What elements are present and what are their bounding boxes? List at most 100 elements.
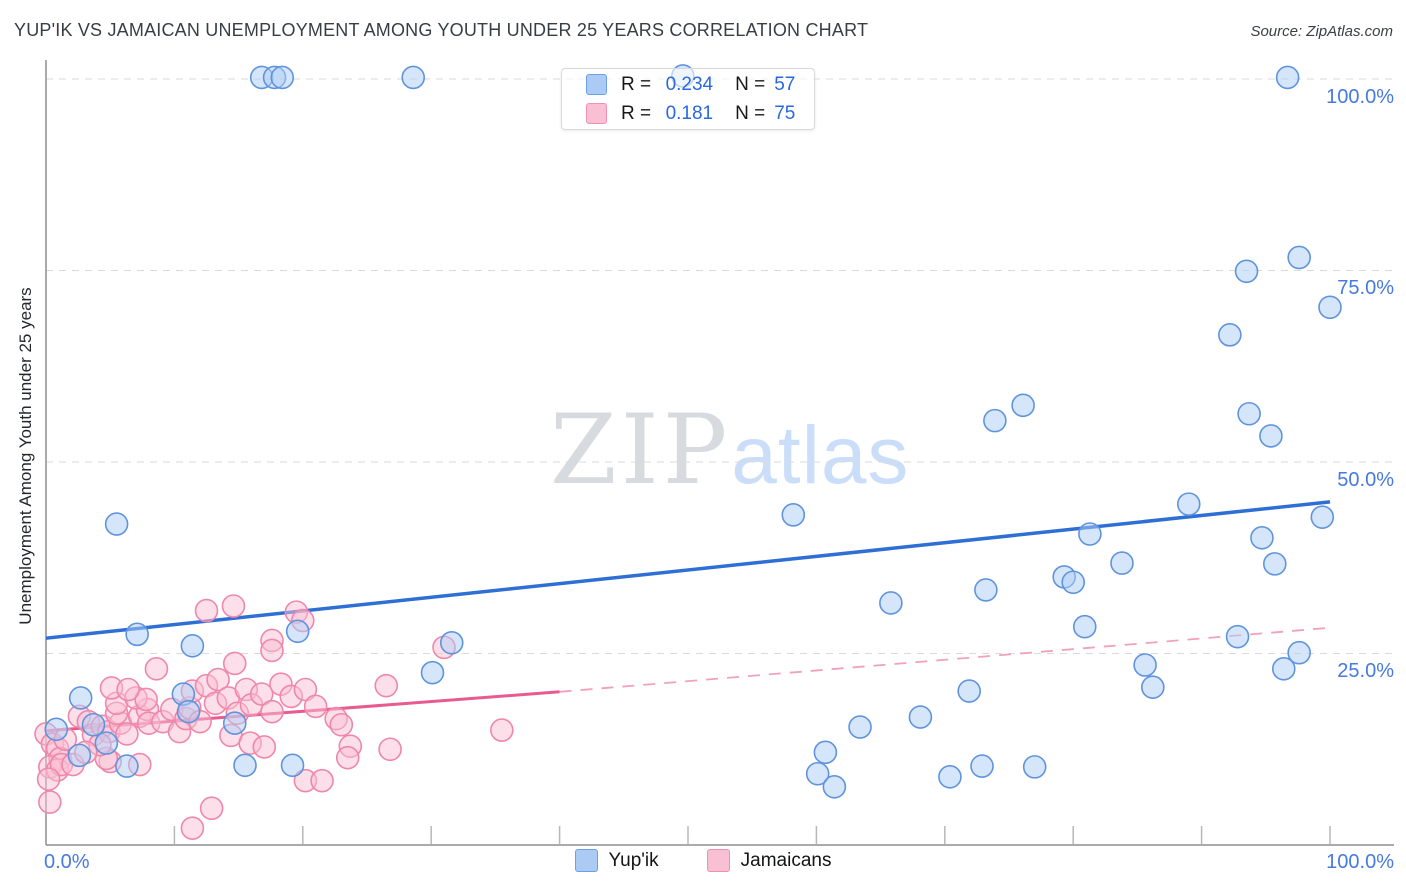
data-point-jamaicans (260, 699, 284, 724)
legend-label-yupik: Yup'ik (608, 849, 659, 871)
data-point-yupik (1061, 570, 1085, 595)
data-point-yupik (908, 705, 933, 729)
data-point-yupik (813, 740, 838, 765)
data-point-yupik (1237, 401, 1261, 426)
data-point-yupik (68, 686, 93, 710)
data-point-yupik (805, 761, 830, 786)
data-point-yupik (420, 660, 445, 685)
data-point-yupik (1287, 245, 1311, 270)
data-point-yupik (1141, 675, 1165, 700)
data-point-jamaicans (194, 598, 219, 623)
data-point-yupik (1022, 755, 1047, 779)
data-point-jamaicans (490, 718, 514, 742)
trend-line-jamaicans-dashed (559, 626, 1334, 693)
data-point-jamaicans (310, 768, 334, 793)
data-point-yupik (957, 679, 981, 703)
data-point-yupik (970, 754, 994, 778)
data-point-yupik (176, 699, 201, 724)
data-point-jamaicans (144, 657, 169, 681)
data-point-yupik (44, 717, 69, 742)
y-tick-label-100: 100.0% (1326, 86, 1394, 108)
data-point-yupik (1259, 424, 1283, 448)
series-legend: Yup'ik Jamaicans (0, 849, 1406, 872)
watermark-atlas: atlas (731, 410, 910, 501)
data-point-yupik (280, 753, 305, 778)
data-point-jamaicans (180, 816, 205, 840)
r-value-yupik: 0.234 (665, 73, 714, 95)
data-point-yupik (938, 765, 962, 789)
data-point-jamaicans (38, 790, 62, 814)
data-point-jamaicans (303, 694, 328, 719)
n-value-jamaicans: 75 (774, 102, 796, 124)
data-point-yupik (974, 578, 998, 602)
data-point-jamaicans (374, 673, 399, 698)
data-point-jamaicans (249, 682, 274, 706)
data-point-yupik (1310, 505, 1335, 529)
data-point-yupik (285, 619, 310, 644)
data-point-yupik (115, 754, 139, 778)
n-label: N = (735, 102, 766, 124)
data-point-yupik (983, 408, 1007, 433)
data-point-yupik (180, 634, 205, 658)
data-point-jamaicans (221, 594, 246, 618)
data-point-yupik (401, 65, 426, 90)
n-label: N = (735, 73, 766, 95)
data-point-yupik (822, 774, 847, 799)
data-point-jamaicans (199, 796, 224, 821)
data-point-yupik (1078, 522, 1102, 546)
data-point-yupik (1250, 526, 1274, 550)
data-point-yupik (233, 753, 257, 778)
legend-label-jamaicans: Jamaicans (740, 849, 832, 871)
data-point-jamaicans (222, 651, 247, 676)
data-point-yupik (1262, 552, 1287, 576)
data-point-yupik (1287, 640, 1311, 665)
data-point-yupik (1110, 551, 1134, 575)
yupik-legend-swatch (586, 74, 607, 95)
data-point-yupik (1234, 259, 1259, 284)
data-point-jamaicans (134, 687, 158, 712)
data-point-yupik (1225, 624, 1250, 649)
data-point-jamaicans (378, 737, 402, 762)
y-tick-label-25: 25.0% (1337, 660, 1394, 682)
data-point-yupik (1318, 295, 1342, 320)
legend-item-jamaicans: Jamaicans (706, 849, 832, 872)
data-point-yupik (104, 512, 129, 536)
data-point-yupik (81, 712, 106, 737)
data-point-jamaicans (260, 638, 284, 663)
data-point-jamaicans (335, 745, 360, 770)
data-point-yupik (1218, 323, 1242, 347)
data-point-jamaicans (252, 735, 277, 759)
x-tick-label-max: 100.0% (1326, 851, 1394, 873)
jamaicans-swatch (706, 849, 730, 872)
data-point-jamaicans (293, 677, 318, 702)
stats-row-jamaicans: R = 0.181 N = 75 (586, 102, 814, 126)
data-point-yupik (1176, 492, 1201, 516)
data-point-yupik (879, 591, 903, 615)
data-point-yupik (67, 743, 92, 768)
r-value-jamaicans: 0.181 (665, 102, 714, 124)
y-tick-label-50: 50.0% (1337, 469, 1394, 491)
data-point-yupik (781, 503, 806, 527)
data-point-yupik (1011, 393, 1035, 418)
data-point-yupik (1133, 653, 1157, 677)
data-point-yupik (222, 711, 247, 736)
page-title: YUP'IK VS JAMAICAN UNEMPLOYMENT AMONG YO… (14, 20, 869, 40)
stats-row-yupik: R = 0.234 N = 57 (586, 73, 814, 97)
y-tick-label-75: 75.0% (1337, 277, 1394, 299)
yupik-swatch (574, 849, 598, 872)
zipatlas-watermark: ZIPatlas (550, 402, 909, 498)
legend-item-yupik: Yup'ik (574, 849, 659, 872)
data-point-yupik (1275, 65, 1300, 90)
data-point-yupik (1072, 614, 1097, 639)
data-point-yupik (94, 731, 119, 755)
data-point-yupik (439, 630, 464, 655)
jamaicans-legend-swatch (586, 103, 607, 124)
data-point-jamaicans (115, 722, 139, 746)
data-point-yupik (848, 715, 872, 739)
data-point-jamaicans (36, 767, 61, 791)
data-point-jamaicans (329, 712, 354, 737)
r-label: R = (621, 102, 652, 124)
x-tick-label-min: 0.0% (44, 851, 90, 873)
